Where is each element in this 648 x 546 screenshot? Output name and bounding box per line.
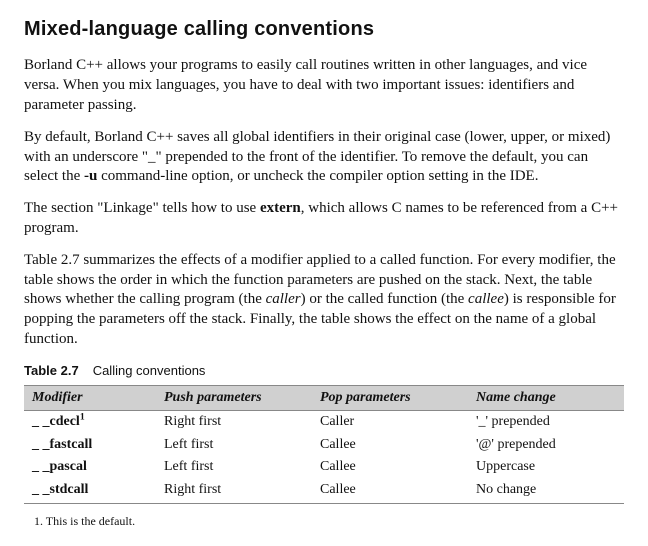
col-name: Name change: [468, 385, 624, 410]
para2-option: -u: [84, 168, 97, 184]
cell-pop: Caller: [312, 411, 468, 434]
table-header-row: Modifier Push parameters Pop parameters …: [24, 385, 624, 410]
paragraph-3: The section "Linkage" tells how to use e…: [24, 199, 624, 239]
table-caption: Table 2.7 Calling conventions: [24, 362, 624, 379]
col-push: Push parameters: [156, 385, 312, 410]
paragraph-2: By default, Borland C++ saves all global…: [24, 128, 624, 187]
modifier-name: _ _cdecl: [32, 414, 80, 429]
col-pop: Pop parameters: [312, 385, 468, 410]
para3-text-a: The section "Linkage" tells how to use: [24, 200, 260, 216]
table-row: _ _pascal Left first Callee Uppercase: [24, 456, 624, 478]
modifier-footnote-ref: 1: [80, 412, 85, 423]
cell-push: Left first: [156, 456, 312, 478]
col-modifier: Modifier: [24, 385, 156, 410]
modifier-name: _ _pascal: [32, 459, 87, 474]
cell-name: '@' prepended: [468, 434, 624, 456]
table-title: Calling conventions: [93, 363, 206, 378]
table-number: Table 2.7: [24, 363, 79, 378]
cell-pop: Callee: [312, 434, 468, 456]
modifier-name: _ _fastcall: [32, 437, 92, 452]
table-footnote: 1. This is the default.: [24, 514, 624, 530]
cell-pop: Callee: [312, 479, 468, 504]
cell-name: Uppercase: [468, 456, 624, 478]
cell-push: Left first: [156, 434, 312, 456]
para4-callee: callee: [468, 291, 504, 307]
page-heading: Mixed-language calling conventions: [24, 16, 624, 42]
table-row: _ _stdcall Right first Callee No change: [24, 479, 624, 504]
cell-pop: Callee: [312, 456, 468, 478]
para4-text-c: ) or the called function (the: [301, 291, 468, 307]
para3-keyword: extern: [260, 200, 301, 216]
calling-conventions-table: Modifier Push parameters Pop parameters …: [24, 385, 624, 504]
cell-name: No change: [468, 479, 624, 504]
table-row: _ _cdecl1 Right first Caller '_' prepend…: [24, 411, 624, 434]
para4-caller: caller: [266, 291, 301, 307]
table-row: _ _fastcall Left first Callee '@' prepen…: [24, 434, 624, 456]
modifier-name: _ _stdcall: [32, 482, 88, 497]
cell-name: '_' prepended: [468, 411, 624, 434]
cell-push: Right first: [156, 411, 312, 434]
paragraph-4: Table 2.7 summarizes the effects of a mo…: [24, 251, 624, 350]
paragraph-1: Borland C++ allows your programs to easi…: [24, 56, 624, 115]
para2-text-c: command-line option, or uncheck the comp…: [97, 168, 538, 184]
cell-push: Right first: [156, 479, 312, 504]
